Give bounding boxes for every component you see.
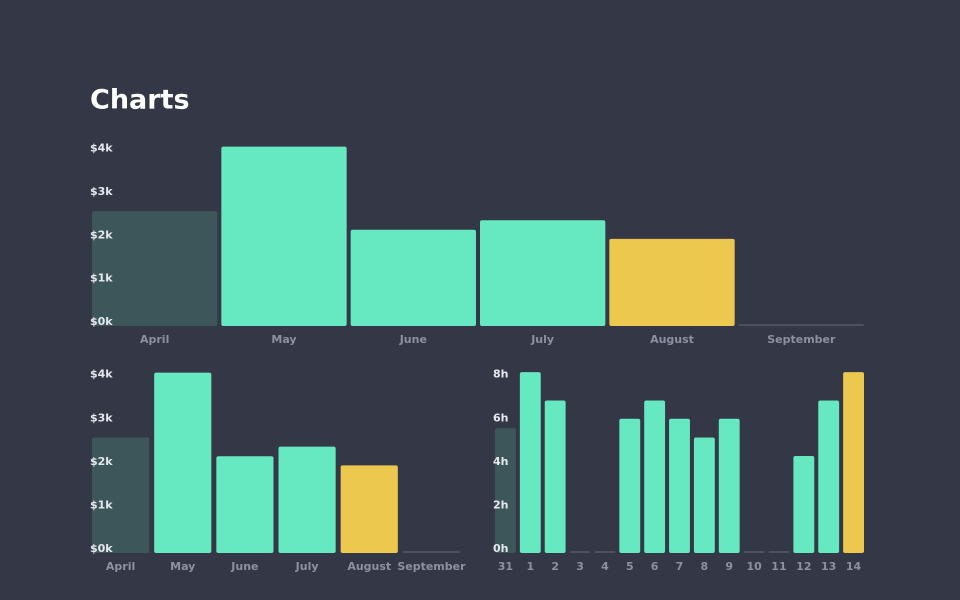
bar [92,437,150,553]
x-tick-label: May [170,560,195,573]
bar [221,146,347,326]
y-tick-label: 6h [493,411,509,424]
x-tick-label: 12 [796,560,811,573]
y-tick-label: $0k [90,315,113,328]
x-tick-label: 10 [746,560,762,573]
x-tick-label: September [397,560,466,573]
x-tick-label: July [295,560,319,573]
bar [544,400,566,553]
bar [619,418,641,553]
y-tick-label: 4h [493,455,509,468]
x-tick-label: 2 [551,560,559,573]
bar [843,372,864,553]
bar [278,446,336,553]
x-tick-label: 6 [651,560,659,573]
bar [738,324,864,326]
y-tick-label: $3k [90,185,113,198]
x-tick-label: 1 [526,560,534,573]
bar [693,437,715,553]
bar [644,400,666,553]
x-tick-label: April [106,560,135,573]
bar [743,551,765,553]
x-tick-label: 14 [846,560,862,573]
x-tick-label: 9 [725,560,733,573]
x-tick-label: April [140,333,169,346]
x-tick-label: September [767,333,836,346]
bar [92,211,218,326]
y-tick-label: $2k [90,455,113,468]
bar [216,456,274,553]
bar [569,551,591,553]
chart: April May June July August September $0k $1k $2k… [90,142,864,346]
chart: April May June July August September $0k $1k $2k… [90,368,466,573]
y-tick-label: $2k [90,228,113,241]
bar [793,456,815,553]
bar [519,372,541,553]
bar [495,428,516,553]
x-tick-label: 3 [576,560,584,573]
bar [340,465,398,553]
y-tick-label: $1k [90,498,113,511]
x-tick-label: June [399,333,427,346]
y-tick-label: 0h [493,542,509,555]
bar [768,551,790,553]
bar [818,400,840,553]
x-tick-label: August [347,560,391,573]
x-tick-label: July [530,333,554,346]
page-title: Charts [90,85,190,116]
y-tick-label: $1k [90,272,113,285]
bar [609,238,735,326]
bar [402,551,460,553]
bar [594,551,616,553]
x-tick-label: August [650,333,694,346]
bar [669,418,690,553]
y-tick-label: $4k [90,142,113,155]
bar [350,229,476,326]
x-tick-label: May [271,333,296,346]
x-tick-label: 8 [701,560,709,573]
y-tick-label: $3k [90,411,113,424]
x-tick-label: 11 [771,560,786,573]
bar [154,372,212,553]
x-tick-label: 5 [626,560,634,573]
y-tick-label: 2h [493,498,509,511]
x-tick-label: June [230,560,258,573]
y-tick-label: $4k [90,368,113,381]
x-tick-label: 13 [821,560,836,573]
x-tick-label: 7 [676,560,684,573]
bar [718,418,740,553]
bar [480,220,606,326]
y-tick-label: $0k [90,542,113,555]
x-tick-label: 4 [601,560,609,573]
y-tick-label: 8h [493,368,509,381]
x-tick-label: 31 [498,560,513,573]
